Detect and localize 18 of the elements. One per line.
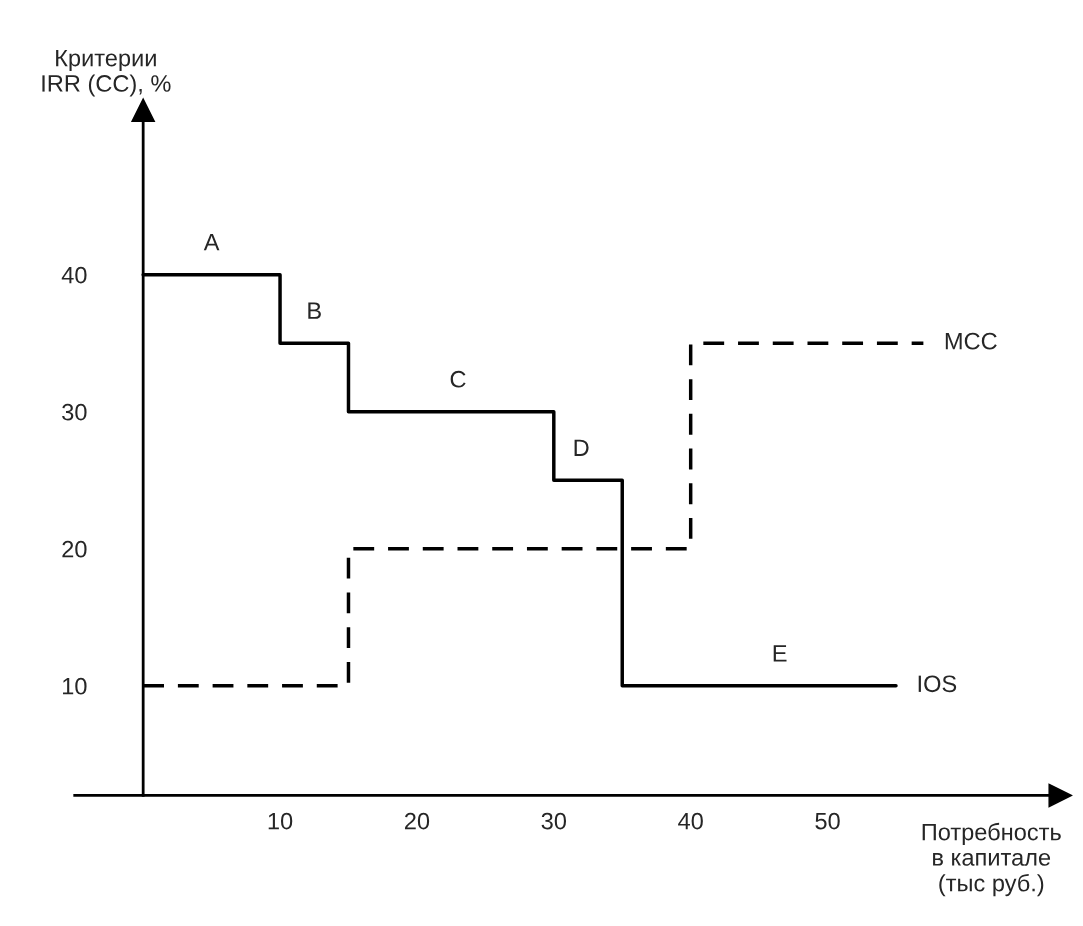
x-tick-label: 50	[815, 812, 840, 830]
x-axis-title: Потребность в капитале (тыс руб.)	[922, 822, 1061, 897]
x-tick-label: 30	[541, 812, 567, 830]
annotation: E	[773, 645, 787, 662]
x-tick-label: 40	[678, 812, 703, 830]
series-label: MCC	[945, 332, 997, 350]
x-tick-label: 20	[404, 812, 430, 830]
annotation: C	[450, 370, 466, 388]
annotation: B	[308, 302, 321, 319]
y-tick-label: 10	[63, 677, 87, 695]
x-tick-label: 10	[268, 812, 293, 830]
y-tick-label: 20	[62, 540, 87, 558]
annotation: D	[574, 439, 589, 456]
y-tick-label: 40	[61, 266, 87, 284]
y-tick-label: 30	[62, 403, 87, 421]
y-axis-title: Критерии IRR (CC), %	[42, 49, 171, 97]
annotation: A	[203, 234, 220, 251]
series-label: IOS	[918, 675, 957, 693]
